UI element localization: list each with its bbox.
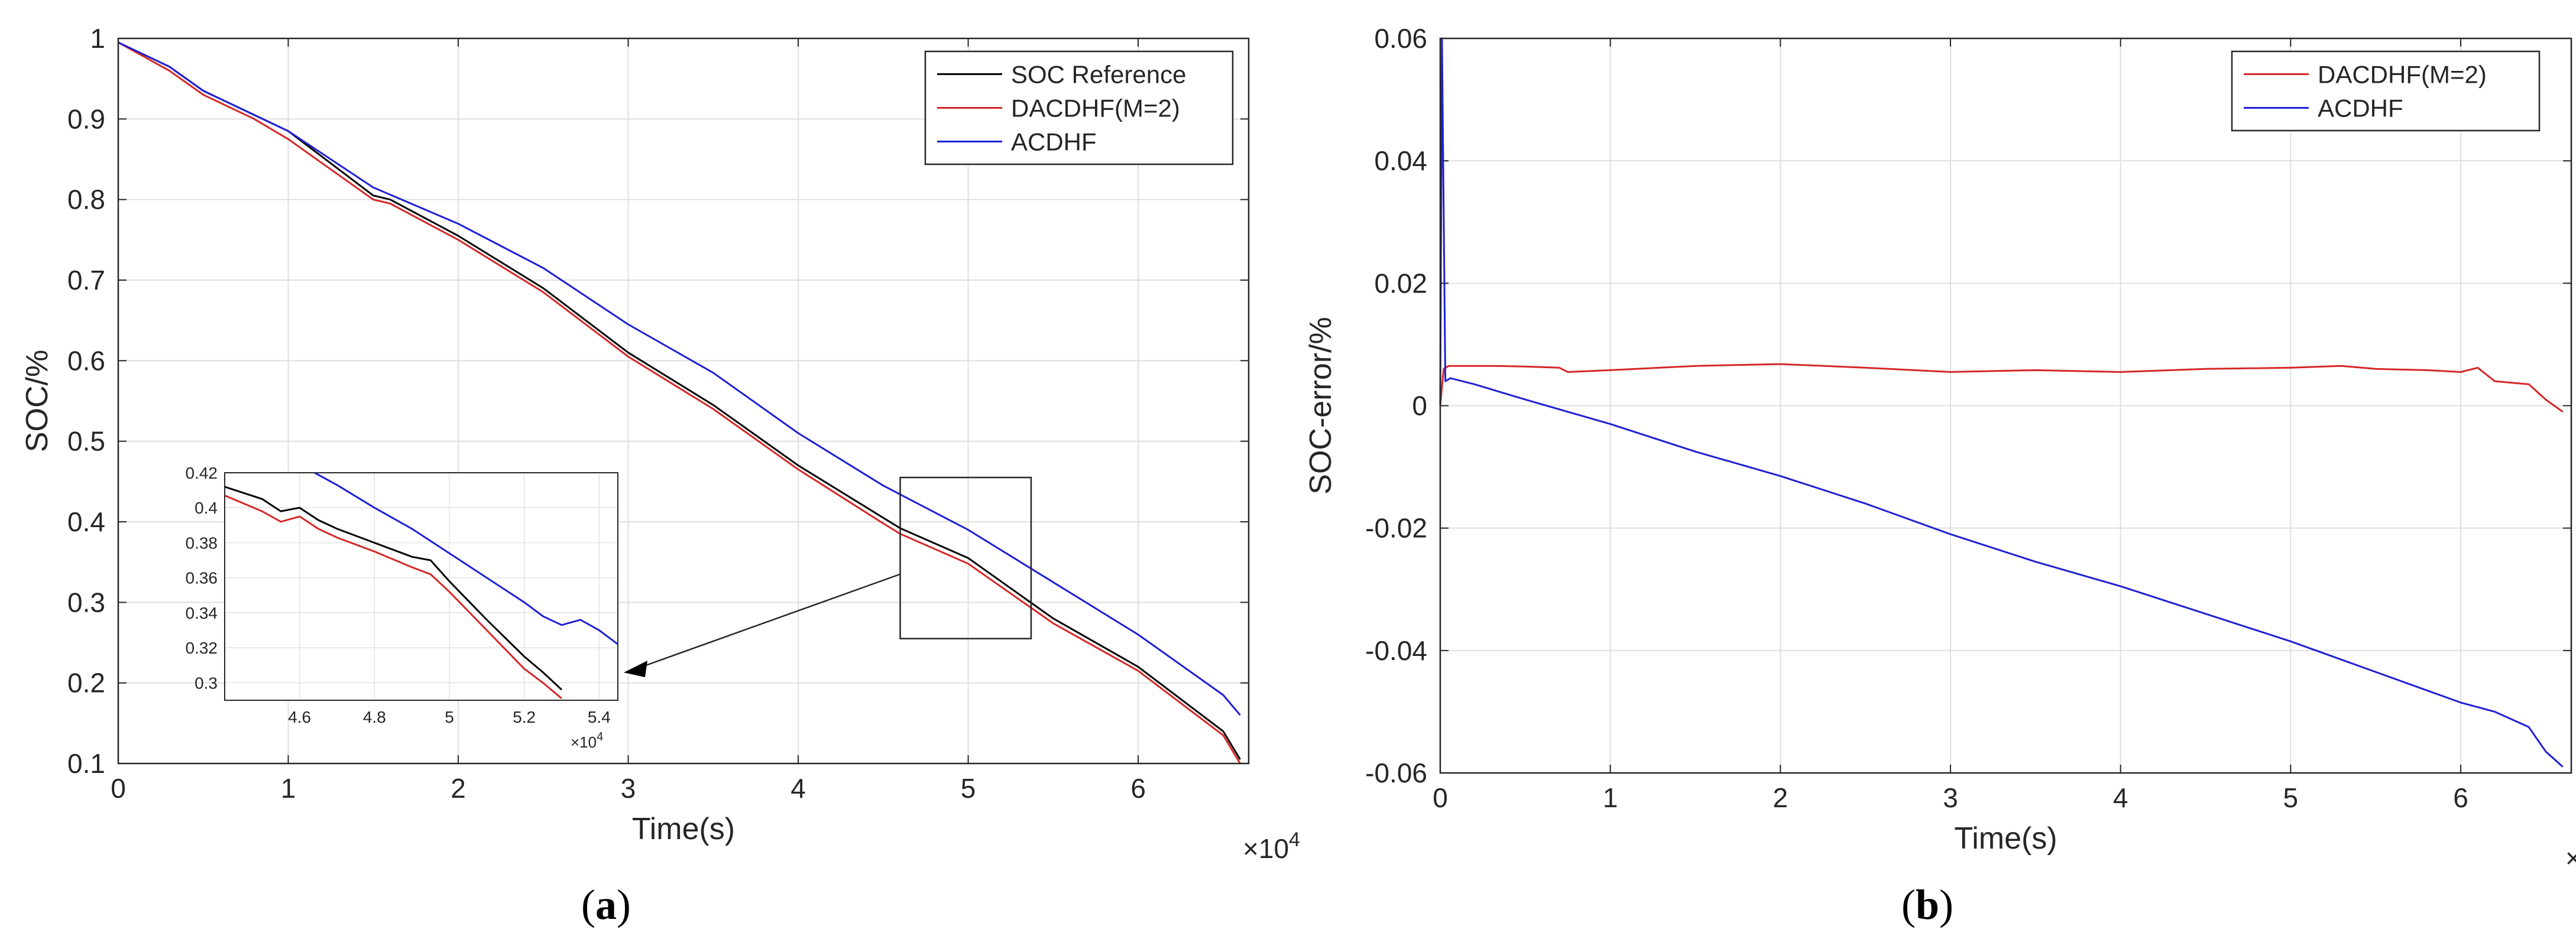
inset-series-line (314, 472, 618, 645)
y-tick-label: 0.02 (1374, 268, 1427, 298)
inset-series-line (224, 495, 562, 700)
legend-label: SOC Reference (1011, 61, 1186, 89)
y-tick-label: 0.5 (67, 426, 105, 457)
inset-x-tick-label: 4.6 (288, 708, 311, 726)
y-tick-label: 0.06 (1374, 23, 1427, 54)
series-line-dacdhf-m-2 (1439, 363, 2564, 413)
x-tick-label: 1 (1603, 782, 1618, 813)
series-line-acdhf (1439, 37, 2564, 768)
legend-box (2231, 50, 2541, 132)
y-tick-label: 0.1 (67, 748, 105, 779)
inset-series-line (224, 486, 563, 691)
y-tick-label: 0.3 (67, 587, 105, 618)
inset-y-tick-label: 0.38 (186, 534, 218, 552)
inset-frame (224, 472, 618, 701)
inset-y-tick-label: 0.36 (186, 569, 218, 587)
x-tick-label: 6 (1130, 773, 1146, 804)
inset-x-exponent-label: ×104 (571, 730, 603, 751)
x-exponent-label: ×104 (2565, 838, 2576, 873)
inset-y-tick-label: 0.34 (186, 604, 218, 622)
x-tick-label: 3 (1943, 782, 1958, 813)
x-exponent-label: ×104 (1243, 828, 1300, 864)
inset-x-tick-label: 5.2 (513, 708, 536, 726)
x-tick-label: 3 (621, 773, 636, 804)
x-tick-label: 5 (2283, 782, 2299, 813)
x-tick-label: 0 (111, 773, 126, 804)
chart-panel-b: 0 1 2 3 4 5 6 -0.06 -0.04 -0.02 0 0.02 0.04 0.06 Time(… (1304, 23, 2576, 873)
inset-x-tick-label: 4.8 (363, 708, 386, 726)
inset-y-tick-label: 0.32 (186, 639, 218, 657)
y-tick-label: 0.4 (67, 506, 105, 537)
x-tick-label: 5 (961, 773, 976, 804)
inset-x-tick-label: 5 (445, 708, 454, 726)
y-axis-label: SOC/% (20, 350, 54, 452)
inset-chart: 4.6 4.8 5 5.2 5.4 0.3 0.32 0.34 0.36 0.38 0.4 0.42 ×… (186, 464, 618, 751)
zoom-arrow-line (630, 573, 901, 672)
y-tick-label: 0.04 (1374, 145, 1427, 176)
inset-x-exponent-power: 4 (597, 730, 603, 743)
x-tick-label: 2 (451, 773, 466, 804)
zoom-region-box (899, 476, 1032, 639)
caption-a: (a) (581, 881, 631, 928)
x-tick-label: 0 (1433, 782, 1448, 813)
x-exponent-base: ×10 (2565, 843, 2576, 873)
y-tick-label: 0.6 (67, 345, 105, 376)
inset-x-exponent-base: ×10 (571, 733, 597, 751)
zoom-arrow-head (624, 661, 647, 677)
series-line-acdhf (118, 41, 1241, 716)
y-tick-label: 0 (1412, 391, 1427, 421)
caption-b: (b) (1901, 881, 1953, 928)
x-axis-label: Time(s) (632, 812, 735, 846)
inset-y-tick-label: 0.42 (186, 464, 218, 482)
legend-label: DACDHF(M=2) (1011, 95, 1180, 122)
chart-panel-a: 0 1 2 3 4 5 6 0.1 0.2 0.3 0.4 0.5 0.6 0.7 0.8 0.9 1 Time(… (20, 23, 1300, 864)
series-line-dacdhf-m-2 (118, 41, 1241, 764)
legend-label: ACDHF (2318, 95, 2403, 122)
y-tick-label: -0.04 (1365, 635, 1427, 666)
series-group (118, 41, 1241, 764)
y-tick-label: 1 (90, 23, 105, 54)
x-tick-label: 2 (1773, 782, 1788, 813)
x-exponent-base: ×10 (1243, 833, 1289, 864)
inset-x-tick-label: 5.4 (588, 708, 611, 726)
x-tick-label: 1 (281, 773, 296, 804)
x-tick-label: 4 (790, 773, 806, 804)
x-exponent-power: 4 (1289, 828, 1300, 851)
series-group (1439, 37, 2564, 768)
inset-y-tick-label: 0.3 (195, 674, 218, 692)
y-axis-label: SOC-error/% (1304, 317, 1338, 494)
inset-y-tick-label: 0.4 (195, 499, 218, 517)
legend-label: DACDHF(M=2) (2318, 61, 2487, 89)
y-tick-label: -0.06 (1365, 758, 1427, 788)
plot-frame (1439, 37, 2572, 774)
y-tick-label: 0.2 (67, 668, 105, 698)
x-tick-label: 6 (2453, 782, 2468, 813)
x-tick-label: 4 (2113, 782, 2128, 813)
plot-frame (117, 37, 1250, 765)
inset-plot-area (225, 473, 618, 700)
y-tick-label: 0.8 (67, 184, 105, 215)
legend-label: ACDHF (1011, 128, 1097, 156)
y-tick-label: 0.9 (67, 103, 105, 134)
x-axis-label: Time(s) (1954, 821, 2057, 856)
y-tick-label: -0.02 (1365, 513, 1427, 544)
y-tick-label: 0.7 (67, 265, 105, 295)
